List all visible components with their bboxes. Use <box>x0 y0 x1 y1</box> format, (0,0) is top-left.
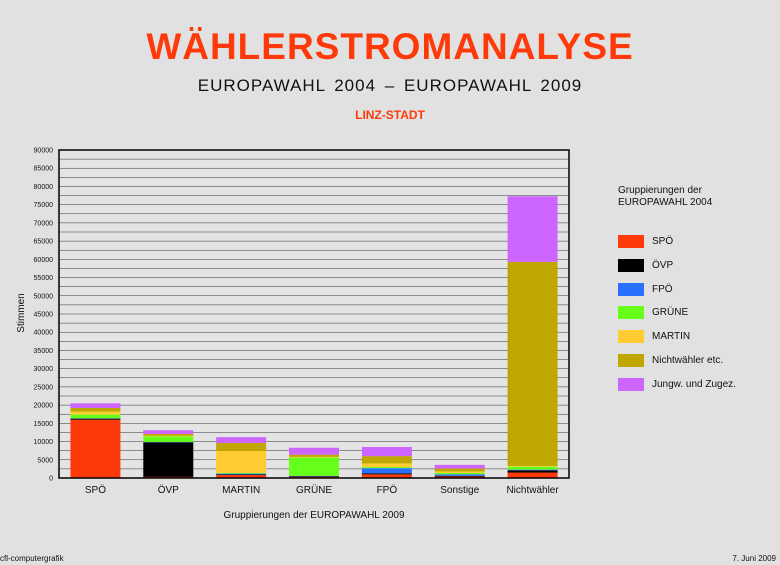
y-tick-label: 45000 <box>34 312 54 319</box>
bar-segment <box>70 419 121 478</box>
bar-segment <box>289 476 339 477</box>
legend-swatch <box>618 330 644 344</box>
bar-segment <box>434 471 485 473</box>
legend-swatch <box>618 235 644 248</box>
y-tick-label: 80000 <box>34 184 54 191</box>
legend-label: MARTIN <box>652 331 691 343</box>
bar-segment <box>70 418 121 420</box>
bar-segment <box>70 414 121 419</box>
y-tick-label: 65000 <box>34 239 54 246</box>
bar-segment <box>289 454 339 457</box>
x-tick-label: MARTIN <box>222 485 260 496</box>
bar-segment <box>216 473 267 475</box>
x-tick-label: SPÖ <box>85 484 106 496</box>
bar-segment <box>216 443 267 452</box>
y-tick-label: 35000 <box>34 348 54 355</box>
bar-segment <box>216 437 267 444</box>
bar-segment <box>289 456 339 458</box>
bar-segment <box>507 466 558 470</box>
y-tick-label: 70000 <box>34 220 54 227</box>
legend-label: GRÜNE <box>652 307 689 319</box>
bar-segment <box>361 456 412 464</box>
bar-segment <box>216 475 267 478</box>
y-tick-label: 20000 <box>34 403 54 410</box>
bar-segment <box>507 261 558 466</box>
axis-layer: 0 5000 10000 15000 20000 25000 30000 35000 40000… <box>34 148 570 496</box>
y-tick-label: 90000 <box>34 148 54 155</box>
bar-segment <box>361 474 412 478</box>
y-tick-label: 55000 <box>34 275 54 282</box>
bar-segment <box>70 408 121 412</box>
bar-segment <box>361 468 412 474</box>
y-tick-label: 60000 <box>34 257 54 264</box>
bar-segment <box>507 469 558 471</box>
bar-segment <box>143 430 194 434</box>
legend-swatch <box>618 377 644 391</box>
legend-swatch <box>618 282 644 296</box>
bar-segment <box>361 447 412 457</box>
y-tick-label: 50000 <box>34 293 54 300</box>
bar-segment <box>507 470 558 473</box>
footer-credit: cfl-computergrafik <box>0 554 64 563</box>
x-tick-label: Nichtwähler <box>506 485 559 496</box>
bar-segment <box>434 464 485 469</box>
bar-segment <box>216 451 267 473</box>
x-tick-label: GRÜNE <box>296 484 332 496</box>
bar-segment <box>507 472 558 478</box>
bar-segment <box>70 411 121 415</box>
bar-segment <box>434 475 485 477</box>
bar-segment <box>507 465 558 467</box>
y-tick-label: 10000 <box>34 439 54 446</box>
bar-segment <box>361 473 412 475</box>
legend-label: Jungw. und Zugez. <box>652 378 736 390</box>
bar-segment <box>361 463 412 468</box>
y-tick-label: 25000 <box>34 384 54 391</box>
bar-segment <box>143 435 194 437</box>
region-label: LINZ-STADT <box>355 108 425 122</box>
legend-swatch <box>618 354 644 367</box>
page-title: WÄHLERSTROMANALYSE <box>146 26 634 67</box>
y-axis-label: Stimmen <box>16 293 27 332</box>
x-tick-label: ÖVP <box>158 484 179 496</box>
footer-date: 7. Juni 2009 <box>732 554 776 563</box>
y-tick-label: 40000 <box>34 330 54 337</box>
y-tick-label: 30000 <box>34 366 54 373</box>
x-axis-label: Gruppierungen der EUROPAWAHL 2009 <box>223 510 404 521</box>
legend-label: Nichtwähler etc. <box>652 355 724 366</box>
legend-label: ÖVP <box>652 259 674 271</box>
y-tick-label: 5000 <box>37 457 53 464</box>
bar-segment <box>216 472 267 474</box>
y-tick-label: 0 <box>49 476 53 483</box>
bar-segment <box>434 468 485 472</box>
bar-segment <box>143 436 194 442</box>
page-subtitle: EUROPAWAHL 2004 – EUROPAWAHL 2009 <box>197 76 583 95</box>
y-tick-label: 85000 <box>34 166 54 173</box>
legend-title: Gruppierungen der EUROPAWAHL 2004 <box>618 185 713 208</box>
legend-label: FPÖ <box>652 283 673 295</box>
bar-segment <box>289 447 339 455</box>
legend-swatch <box>618 306 644 320</box>
bar-segment <box>434 472 485 475</box>
x-tick-label: FPÖ <box>377 484 398 496</box>
bar-segment <box>434 474 485 476</box>
bar-segment <box>216 474 267 476</box>
x-tick-label: Sonstige <box>440 485 479 496</box>
plot-frame <box>58 149 570 479</box>
legend-label: SPÖ <box>652 236 674 247</box>
bar-segment <box>507 196 558 262</box>
bar-segment <box>143 433 194 436</box>
bar-segment <box>361 467 412 469</box>
bar-segment <box>289 457 339 476</box>
bar-segment <box>143 442 194 477</box>
grid-layer <box>59 149 569 479</box>
y-tick-label: 15000 <box>34 421 54 428</box>
bar-segment <box>70 403 121 409</box>
legend-swatch <box>618 258 644 272</box>
y-tick-label: 75000 <box>34 202 54 209</box>
